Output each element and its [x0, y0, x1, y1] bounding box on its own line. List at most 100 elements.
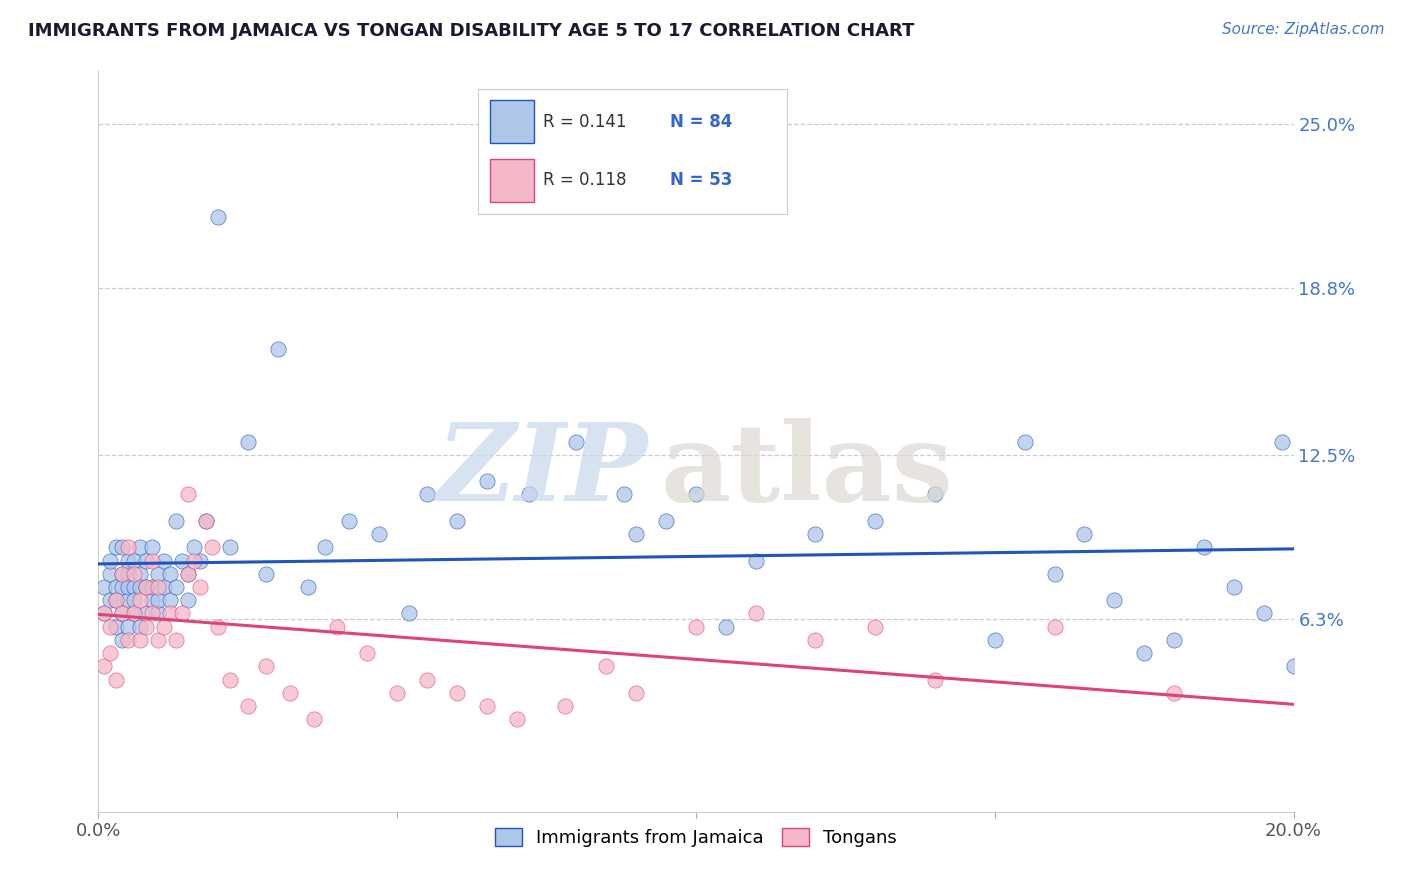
Point — [1253, 607, 1275, 621]
Point — [416, 487, 439, 501]
Point — [153, 553, 176, 567]
Point — [124, 607, 146, 621]
Point — [595, 659, 617, 673]
Point — [804, 632, 827, 647]
Point — [124, 593, 146, 607]
Point — [111, 566, 134, 581]
Point — [924, 487, 946, 501]
Point — [714, 620, 737, 634]
Point — [129, 580, 152, 594]
Point — [685, 487, 707, 501]
Point — [105, 620, 128, 634]
Point — [924, 673, 946, 687]
Point — [416, 673, 439, 687]
Point — [98, 553, 122, 567]
Point — [188, 580, 211, 594]
Point — [183, 553, 205, 567]
Point — [135, 580, 157, 594]
Point — [177, 487, 200, 501]
Text: R = 0.141: R = 0.141 — [543, 112, 627, 130]
Point — [475, 474, 498, 488]
Point — [1163, 632, 1185, 647]
Point — [368, 527, 391, 541]
Point — [141, 553, 163, 567]
Point — [177, 566, 200, 581]
Point — [105, 593, 128, 607]
Point — [93, 607, 115, 621]
Point — [141, 607, 163, 621]
Point — [302, 712, 325, 726]
Point — [117, 593, 139, 607]
Point — [278, 686, 301, 700]
Point — [98, 566, 122, 581]
Point — [93, 659, 115, 673]
Point — [148, 566, 170, 581]
Point — [98, 646, 122, 660]
Point — [236, 698, 259, 713]
Point — [148, 632, 170, 647]
Point — [326, 620, 349, 634]
Point — [177, 566, 200, 581]
Point — [1282, 659, 1305, 673]
Point — [865, 514, 887, 528]
Point — [984, 632, 1007, 647]
Point — [745, 553, 768, 567]
Point — [135, 553, 157, 567]
Text: R = 0.118: R = 0.118 — [543, 171, 627, 189]
Point — [195, 514, 218, 528]
Point — [1043, 566, 1066, 581]
Point — [117, 580, 139, 594]
Point — [554, 698, 576, 713]
Point — [517, 487, 540, 501]
Point — [685, 620, 707, 634]
Point — [141, 580, 163, 594]
Point — [148, 607, 170, 621]
Point — [1014, 434, 1036, 449]
Point — [98, 593, 122, 607]
Point — [506, 712, 529, 726]
Point — [398, 607, 420, 621]
Point — [1163, 686, 1185, 700]
Point — [117, 553, 139, 567]
Point — [339, 514, 361, 528]
Point — [1192, 541, 1215, 555]
Point — [93, 580, 115, 594]
Point — [135, 620, 157, 634]
Point — [1223, 580, 1246, 594]
Point — [207, 620, 229, 634]
Point — [148, 580, 170, 594]
Text: N = 53: N = 53 — [669, 171, 733, 189]
Point — [219, 541, 242, 555]
Point — [117, 541, 139, 555]
Point — [165, 580, 187, 594]
Point — [135, 607, 157, 621]
Point — [111, 566, 134, 581]
Legend: Immigrants from Jamaica, Tongans: Immigrants from Jamaica, Tongans — [488, 821, 904, 855]
Point — [1133, 646, 1156, 660]
Point — [105, 541, 128, 555]
Point — [446, 514, 468, 528]
Point — [105, 593, 128, 607]
Point — [124, 580, 146, 594]
Point — [172, 553, 194, 567]
Point — [153, 620, 176, 634]
Point — [188, 553, 211, 567]
Point — [159, 607, 181, 621]
Point — [446, 686, 468, 700]
Point — [172, 607, 194, 621]
Text: N = 84: N = 84 — [669, 112, 733, 130]
Text: Source: ZipAtlas.com: Source: ZipAtlas.com — [1222, 22, 1385, 37]
Point — [626, 686, 648, 700]
Point — [254, 659, 277, 673]
Point — [385, 686, 409, 700]
Point — [254, 566, 277, 581]
Point — [129, 632, 152, 647]
Point — [613, 487, 636, 501]
Point — [98, 620, 122, 634]
Point — [297, 580, 319, 594]
Point — [804, 527, 827, 541]
Point — [565, 434, 588, 449]
Point — [111, 580, 134, 594]
Point — [129, 620, 152, 634]
Point — [93, 607, 115, 621]
